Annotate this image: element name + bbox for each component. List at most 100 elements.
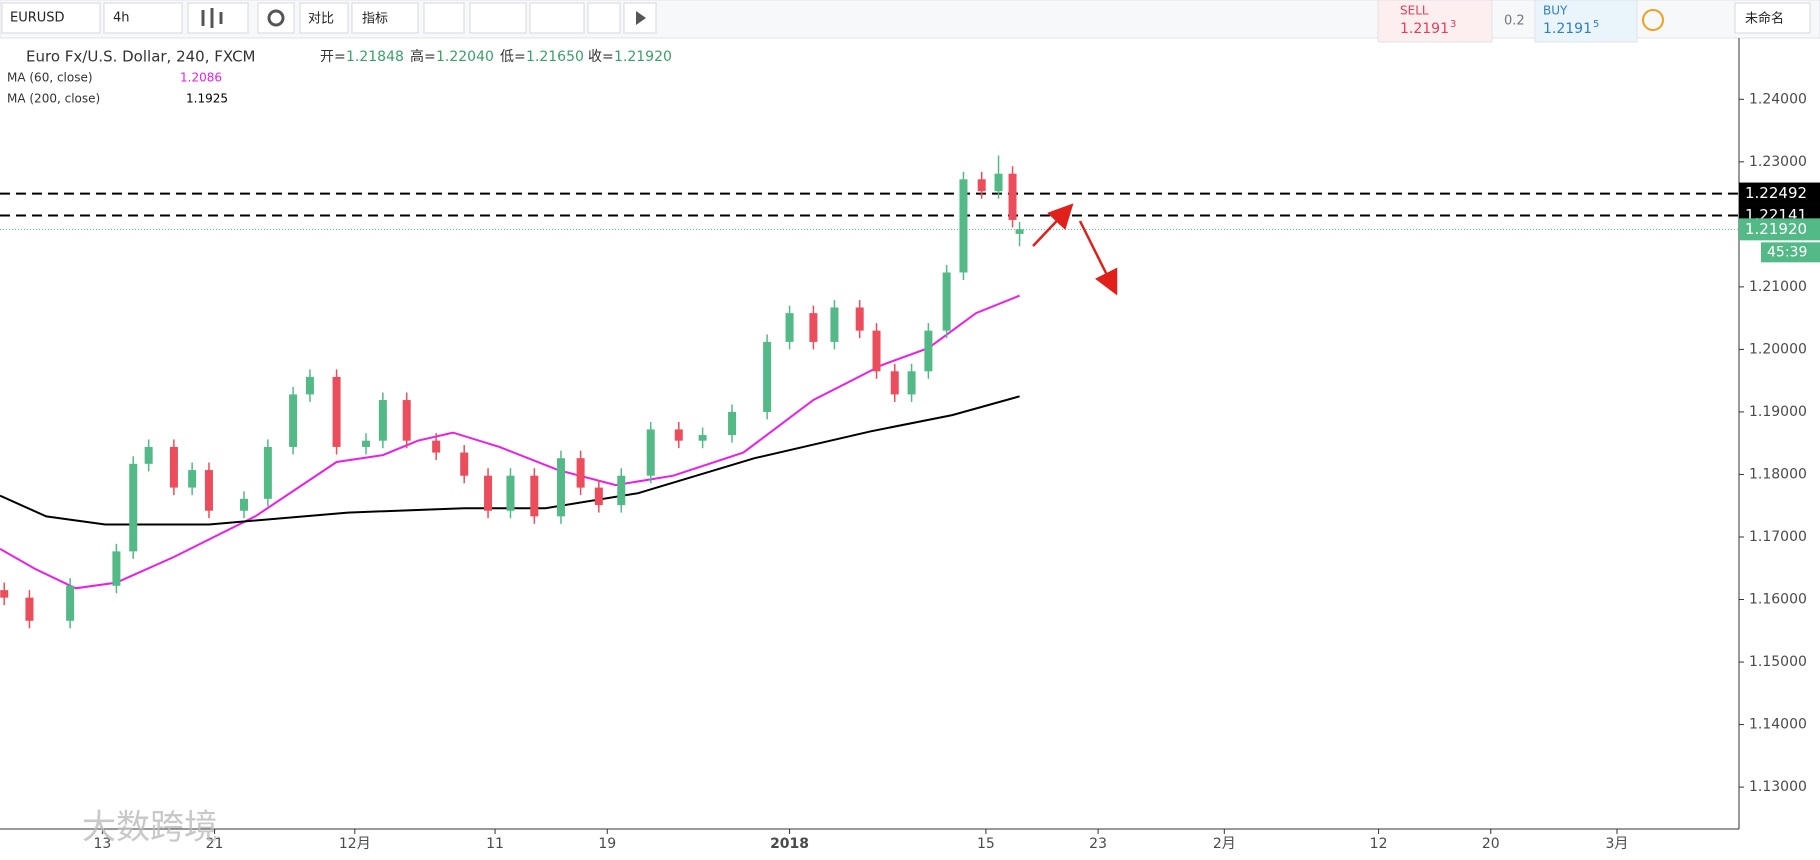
- candle-body: [959, 179, 968, 273]
- x-tick-label: 11: [486, 836, 504, 852]
- ma-line: [0, 294, 1020, 590]
- candle-body: [66, 585, 75, 621]
- y-tick-label: 1.14000: [1749, 717, 1807, 733]
- x-tick-label: 15: [977, 836, 995, 852]
- candle-body: [25, 597, 34, 621]
- candle-body: [240, 498, 249, 511]
- candle-body: [594, 487, 603, 506]
- x-tick-label: 20: [1482, 836, 1500, 852]
- candle-body: [188, 470, 197, 488]
- y-tick-label: 1.21000: [1749, 279, 1807, 295]
- candle-body: [332, 376, 341, 447]
- high-value: 1.22040: [436, 49, 494, 65]
- buy-pip: 5: [1593, 19, 1599, 30]
- candle-body: [646, 429, 655, 476]
- y-tick-label: 1.20000: [1749, 341, 1807, 357]
- ideas-button[interactable]: [469, 2, 527, 34]
- candle-body: [890, 371, 899, 395]
- sell-label: SELL: [1400, 4, 1429, 18]
- open-value: 1.21848: [346, 49, 404, 65]
- candle-body: [763, 341, 772, 412]
- y-tick-label: 1.16000: [1749, 592, 1807, 608]
- plot: 1.13000 1.14000 1.15000 1.16000 1.17000 1.180…: [0, 91, 1820, 852]
- fullscreen-button[interactable]: [587, 2, 621, 34]
- candle-body: [0, 590, 9, 598]
- info-icon[interactable]: [1642, 9, 1664, 31]
- indicators: 指标: [362, 12, 388, 27]
- close-value: 1.21920: [614, 49, 672, 65]
- low-label: 低=: [500, 49, 526, 65]
- countdown: 45:39: [1767, 244, 1807, 260]
- x-tick-label: 13: [93, 836, 111, 852]
- buy-price: 1.2191: [1543, 21, 1592, 37]
- sell-button[interactable]: [1377, 0, 1493, 43]
- layout-name: 未命名: [1745, 11, 1784, 27]
- candle-body: [872, 330, 881, 372]
- y-tick-label: 1.18000: [1749, 466, 1807, 482]
- interval-box[interactable]: [103, 2, 183, 34]
- legend-title: Euro Fx/U.S. Dollar, 240, FXCM: [26, 48, 255, 66]
- ma200-name: MA (200, close): [7, 92, 100, 106]
- layout-button[interactable]: [1734, 2, 1811, 34]
- candle-icon: [201, 8, 223, 28]
- symbol-box[interactable]: [1, 2, 101, 34]
- low-value: 1.21650: [526, 49, 584, 65]
- high-label: 高=: [410, 48, 436, 65]
- spread: 0.2: [1504, 14, 1525, 29]
- candle-body: [289, 394, 298, 447]
- x-tick-label: 19: [598, 836, 616, 852]
- countdown-box: [1761, 242, 1820, 263]
- play-icon: [636, 11, 646, 25]
- y-tick-label: 1.13000: [1749, 779, 1807, 795]
- candle-body: [169, 446, 178, 488]
- candle-body: [924, 330, 933, 372]
- candle-body: [994, 173, 1003, 192]
- undo-redo[interactable]: [529, 2, 585, 34]
- candle-body: [402, 400, 411, 441]
- candle-body: [576, 458, 585, 488]
- candle-body: [698, 435, 707, 441]
- candle-body: [204, 470, 213, 511]
- alert-button[interactable]: [423, 2, 465, 34]
- chart-type-button[interactable]: [187, 2, 249, 34]
- settings-button[interactable]: [257, 2, 295, 34]
- candle-body: [1008, 173, 1017, 220]
- candle-body: [378, 400, 387, 441]
- y-tick-label: 1.23000: [1749, 154, 1807, 170]
- candle-body: [362, 440, 371, 447]
- x-tick-label: 12月: [339, 836, 371, 852]
- candle-body: [830, 307, 839, 342]
- y-tick-label: 1.19000: [1749, 404, 1807, 420]
- candle-body: [112, 551, 121, 586]
- ma60-value: 1.2086: [180, 71, 222, 85]
- level-label-box: [1739, 182, 1820, 205]
- compare-button[interactable]: [299, 2, 349, 34]
- up-arrow: [1032, 203, 1074, 247]
- sell-pip: 3: [1450, 19, 1456, 30]
- buy-button[interactable]: [1534, 0, 1638, 43]
- indicators-button[interactable]: [351, 2, 419, 34]
- buy-label: BUY: [1543, 4, 1568, 18]
- y-tick-label: 1.17000: [1749, 529, 1807, 545]
- level-label: 1.22492: [1745, 184, 1807, 202]
- candle-body: [785, 313, 794, 342]
- candle-body: [728, 411, 737, 436]
- x-tick-label: 12: [1370, 836, 1388, 852]
- candle-body: [530, 475, 539, 517]
- x-tick-label: 21: [206, 836, 224, 852]
- candle-body: [617, 475, 626, 506]
- candle-body: [556, 458, 565, 517]
- last-price-box: [1739, 218, 1820, 241]
- x-tick-label: 3月: [1606, 836, 1629, 852]
- down-arrow: [1078, 220, 1118, 296]
- candle-body: [907, 371, 916, 395]
- candle-body: [432, 440, 441, 453]
- watermark: 大数跨境: [82, 808, 218, 848]
- ma200-value: 1.1925: [186, 92, 228, 106]
- candle-body: [460, 452, 469, 476]
- close-label: 收=: [588, 49, 614, 65]
- candle-body: [674, 429, 683, 441]
- sell-price: 1.2191: [1400, 21, 1449, 37]
- ma60-name: MA (60, close): [7, 71, 93, 85]
- x-tick-label: 23: [1089, 836, 1107, 852]
